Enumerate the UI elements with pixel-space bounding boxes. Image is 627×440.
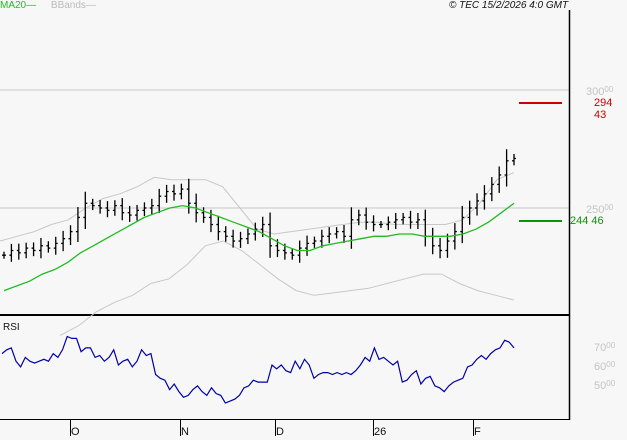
resistance-price-tag: 294 43: [594, 97, 613, 121]
x-axis-ticks: [70, 420, 474, 436]
chart-legend: MA20— BBands—: [0, 0, 96, 12]
bollinger-bands: [0, 172, 515, 336]
x-tick-2026: 26: [374, 426, 387, 438]
price-label-300: 30000: [586, 85, 614, 98]
x-tick-nov: N: [181, 426, 189, 438]
rsi-label-50: 5000: [594, 379, 616, 392]
rsi-label-70: 7000: [594, 341, 616, 354]
legend-ma20: MA20—: [0, 0, 37, 11]
x-tick-dec: D: [276, 426, 284, 438]
support-price-tag: 244 46: [570, 215, 604, 227]
rsi-label-60: 6000: [594, 360, 616, 373]
price-bars: [2, 149, 516, 263]
x-tick-feb: F: [474, 426, 481, 438]
ma20-line: [3, 202, 515, 292]
rsi-title: RSI: [3, 322, 20, 333]
x-tick-oct: O: [71, 426, 80, 438]
price-label-250: 25000: [586, 203, 614, 216]
rsi-line: [1, 335, 515, 404]
legend-bbands: BBands—: [50, 0, 96, 11]
copyright-timestamp: © TEC 15/2/2026 4:0 GMT: [449, 0, 569, 11]
